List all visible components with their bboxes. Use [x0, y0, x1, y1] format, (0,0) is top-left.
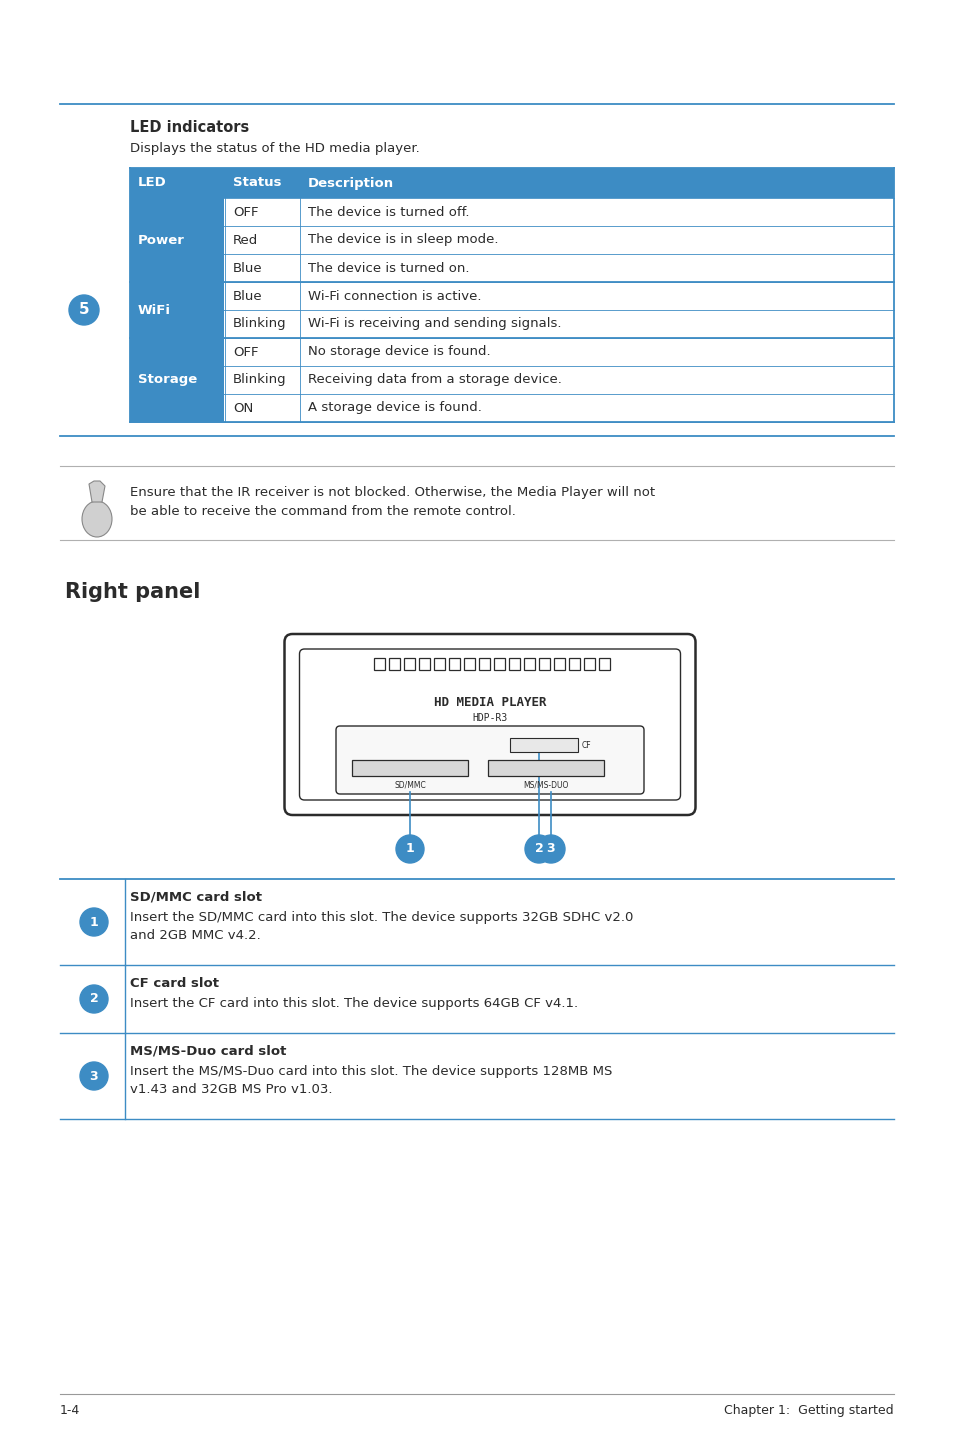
FancyBboxPatch shape — [598, 659, 609, 670]
Text: 1-4: 1-4 — [60, 1403, 80, 1416]
Text: SD/MMC: SD/MMC — [394, 781, 425, 789]
Text: Insert the MS/MS-Duo card into this slot. The device supports 128MB MS
v1.43 and: Insert the MS/MS-Duo card into this slot… — [130, 1066, 612, 1096]
Text: MS/MS-Duo card slot: MS/MS-Duo card slot — [130, 1045, 286, 1058]
FancyBboxPatch shape — [403, 659, 415, 670]
Text: Displays the status of the HD media player.: Displays the status of the HD media play… — [130, 142, 419, 155]
Text: 3: 3 — [90, 1070, 98, 1083]
Text: Blinking: Blinking — [233, 318, 286, 331]
FancyBboxPatch shape — [130, 168, 893, 198]
FancyBboxPatch shape — [418, 659, 430, 670]
FancyBboxPatch shape — [389, 659, 399, 670]
FancyBboxPatch shape — [568, 659, 579, 670]
FancyBboxPatch shape — [583, 659, 595, 670]
FancyBboxPatch shape — [509, 659, 519, 670]
Text: LED: LED — [138, 177, 167, 190]
Text: The device is turned off.: The device is turned off. — [308, 206, 469, 219]
Circle shape — [80, 985, 108, 1012]
Text: Chapter 1:  Getting started: Chapter 1: Getting started — [723, 1403, 893, 1416]
Circle shape — [80, 907, 108, 936]
Text: 2: 2 — [534, 843, 543, 856]
FancyBboxPatch shape — [510, 738, 578, 752]
Circle shape — [395, 835, 423, 863]
FancyBboxPatch shape — [130, 198, 224, 282]
FancyBboxPatch shape — [352, 761, 468, 777]
Text: 3: 3 — [546, 843, 555, 856]
Text: Status: Status — [233, 177, 281, 190]
Text: Ensure that the IR receiver is not blocked. Otherwise, the Media Player will not: Ensure that the IR receiver is not block… — [130, 486, 655, 518]
Text: 1: 1 — [90, 916, 98, 929]
Text: SD/MMC card slot: SD/MMC card slot — [130, 892, 262, 905]
Text: WiFi: WiFi — [138, 303, 171, 316]
Ellipse shape — [82, 500, 112, 536]
FancyBboxPatch shape — [335, 726, 643, 794]
FancyBboxPatch shape — [463, 659, 475, 670]
Text: ON: ON — [233, 401, 253, 414]
Text: Wi-Fi is receiving and sending signals.: Wi-Fi is receiving and sending signals. — [308, 318, 561, 331]
Text: LED indicators: LED indicators — [130, 119, 249, 135]
Text: OFF: OFF — [233, 345, 258, 358]
FancyBboxPatch shape — [299, 649, 679, 800]
Polygon shape — [89, 480, 105, 502]
FancyBboxPatch shape — [523, 659, 535, 670]
Text: Storage: Storage — [138, 374, 197, 387]
Text: The device is in sleep mode.: The device is in sleep mode. — [308, 233, 498, 246]
FancyBboxPatch shape — [130, 282, 224, 338]
FancyBboxPatch shape — [284, 634, 695, 815]
Text: A storage device is found.: A storage device is found. — [308, 401, 481, 414]
Text: Insert the SD/MMC card into this slot. The device supports 32GB SDHC v2.0
and 2G: Insert the SD/MMC card into this slot. T… — [130, 912, 633, 942]
FancyBboxPatch shape — [538, 659, 550, 670]
Text: HDP-R3: HDP-R3 — [472, 713, 507, 723]
Text: Right panel: Right panel — [65, 582, 200, 603]
FancyBboxPatch shape — [554, 659, 564, 670]
Text: No storage device is found.: No storage device is found. — [308, 345, 490, 358]
Text: Power: Power — [138, 233, 185, 246]
Text: Blinking: Blinking — [233, 374, 286, 387]
FancyBboxPatch shape — [130, 198, 893, 421]
Text: Blue: Blue — [233, 262, 262, 275]
FancyBboxPatch shape — [449, 659, 459, 670]
Text: Red: Red — [233, 233, 258, 246]
FancyBboxPatch shape — [478, 659, 490, 670]
Circle shape — [80, 1063, 108, 1090]
Text: 2: 2 — [90, 992, 98, 1005]
FancyBboxPatch shape — [494, 659, 504, 670]
Circle shape — [537, 835, 564, 863]
Text: Description: Description — [308, 177, 394, 190]
Text: Blue: Blue — [233, 289, 262, 302]
Text: 1: 1 — [405, 843, 414, 856]
FancyBboxPatch shape — [434, 659, 444, 670]
Text: 5: 5 — [78, 302, 90, 318]
FancyBboxPatch shape — [374, 659, 385, 670]
Text: Receiving data from a storage device.: Receiving data from a storage device. — [308, 374, 561, 387]
Circle shape — [69, 295, 99, 325]
Text: HD MEDIA PLAYER: HD MEDIA PLAYER — [434, 696, 546, 709]
Text: CF card slot: CF card slot — [130, 976, 219, 989]
FancyBboxPatch shape — [130, 338, 224, 421]
Text: Wi-Fi connection is active.: Wi-Fi connection is active. — [308, 289, 481, 302]
Text: MS/MS-DUO: MS/MS-DUO — [523, 781, 568, 789]
FancyBboxPatch shape — [488, 761, 603, 777]
Text: The device is turned on.: The device is turned on. — [308, 262, 469, 275]
Text: Insert the CF card into this slot. The device supports 64GB CF v4.1.: Insert the CF card into this slot. The d… — [130, 997, 578, 1009]
Circle shape — [524, 835, 553, 863]
Text: OFF: OFF — [233, 206, 258, 219]
Text: CF: CF — [581, 741, 591, 749]
